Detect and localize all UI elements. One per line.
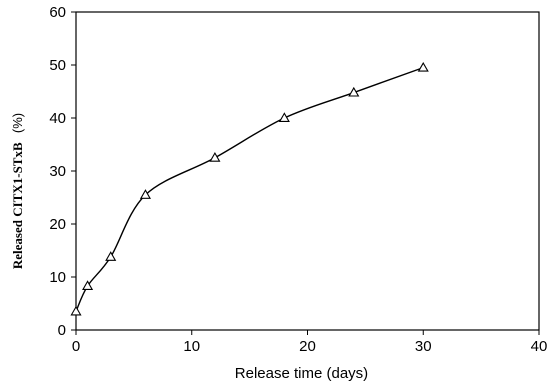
y-axis-title-text: Released CITX1-STxB	[10, 142, 25, 269]
data-point-triangle-marker	[417, 61, 429, 72]
x-tick-label: 30	[415, 338, 432, 355]
data-point-triangle-marker	[70, 305, 82, 316]
x-axis-title: Release time (days)	[235, 365, 368, 382]
series-line	[75, 66, 424, 312]
y-axis-title-unit: (%)	[10, 113, 25, 133]
x-tick-label: 40	[531, 338, 548, 355]
y-tick-label: 60	[49, 4, 66, 21]
y-axis-title: Released CITX1-STxB (%)	[10, 113, 25, 269]
x-tick-label: 0	[72, 338, 80, 355]
series-layer	[75, 66, 424, 312]
data-point-triangle-marker	[209, 152, 221, 162]
y-tick-label: 0	[58, 322, 66, 339]
data-point-triangle-marker	[82, 280, 94, 291]
y-tick-label: 20	[49, 216, 66, 233]
y-axis: 0 10 20 30 40 50 60	[49, 4, 76, 339]
y-tick-label: 50	[49, 57, 66, 74]
marker-layer	[70, 61, 429, 316]
plot-area-border	[75, 11, 540, 331]
data-point-triangle-marker	[348, 86, 360, 97]
data-point-triangle-marker	[139, 189, 151, 199]
y-tick-label: 40	[49, 110, 66, 127]
plot-frame	[75, 11, 540, 331]
data-point-triangle-marker	[105, 251, 117, 261]
data-point-triangle-marker	[278, 112, 290, 122]
x-tick-label: 10	[183, 338, 200, 355]
y-tick-label: 10	[49, 269, 66, 286]
x-axis: 0 10 20 30 40	[72, 330, 548, 355]
y-tick-label: 30	[49, 163, 66, 180]
x-tick-label: 20	[299, 338, 316, 355]
